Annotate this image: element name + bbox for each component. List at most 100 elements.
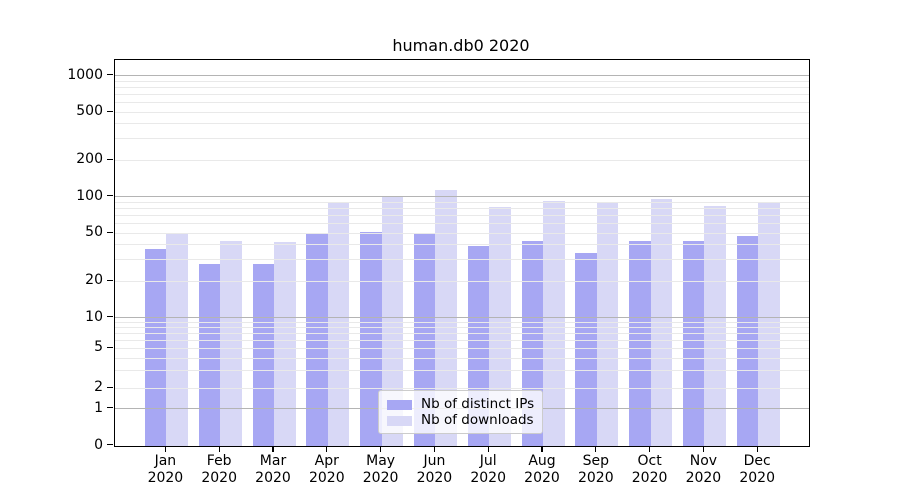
bar-sep-downloads: [596, 202, 619, 446]
y-tick-label-100: 100: [76, 187, 103, 204]
bar-dec-downloads: [758, 201, 780, 446]
y-tick-10: [107, 316, 113, 318]
gridline-600: [115, 102, 809, 104]
gridline-20: [115, 280, 809, 282]
y-tick-1000: [107, 74, 113, 76]
gridline-100: [115, 195, 809, 198]
gridline-700: [115, 93, 809, 95]
x-tick-may: [380, 446, 382, 452]
legend-item-downloads: Nb of downloads: [387, 413, 534, 428]
legend-item-distinct-ips: Nb of distinct IPs: [387, 397, 534, 412]
gridline-900: [115, 80, 809, 82]
gridline-200: [115, 159, 809, 161]
x-tick-label-apr-2020: Apr 2020: [308, 453, 345, 486]
gridline-500: [115, 111, 809, 113]
y-tick-label-0: 0: [94, 436, 103, 453]
gridline-300: [115, 138, 809, 140]
x-tick-oct: [649, 446, 651, 452]
chart-title: human.db0 2020: [392, 36, 530, 55]
y-tick-200: [107, 158, 113, 160]
x-tick-feb: [218, 446, 220, 452]
y-tick-label-1000: 1000: [67, 66, 103, 83]
bar-may-downloads: [381, 195, 404, 446]
legend-swatch-downloads: [387, 415, 412, 426]
plot-area: [114, 59, 810, 447]
x-tick-mar: [272, 446, 274, 452]
bar-jul-downloads: [489, 206, 511, 446]
x-tick-label-aug-2020: Aug 2020: [524, 453, 560, 486]
x-tick-apr: [326, 446, 328, 452]
gridline-9: [115, 321, 809, 323]
x-tick-jul: [487, 446, 489, 452]
y-tick-50: [107, 231, 113, 233]
bar-mar-downloads: [274, 242, 296, 446]
gridline-60: [115, 223, 809, 225]
gridline-1000: [115, 74, 809, 77]
bar-oct-distinct-ips: [629, 241, 651, 446]
x-tick-label-jun-2020: Jun 2020: [416, 453, 453, 486]
x-tick-label-mar-2020: Mar 2020: [255, 453, 291, 486]
bar-sep-distinct-ips: [575, 253, 597, 446]
y-tick-label-200: 200: [76, 151, 103, 168]
gridline-80: [115, 207, 809, 209]
gridline-7: [115, 332, 809, 334]
y-tick-label-10: 10: [85, 308, 103, 325]
gridline-4: [115, 357, 809, 359]
bar-jan-distinct-ips: [144, 248, 167, 446]
x-tick-aug: [541, 446, 543, 452]
bar-feb-downloads: [220, 241, 242, 446]
gridline-5: [115, 347, 809, 349]
gridline-6: [115, 339, 809, 341]
x-tick-label-jul-2020: Jul 2020: [470, 453, 506, 486]
gridline-30: [115, 259, 809, 261]
x-tick-label-oct-2020: Oct 2020: [631, 453, 668, 486]
bar-nov-distinct-ips: [682, 241, 705, 446]
y-tick-label-500: 500: [76, 103, 103, 120]
legend-label-distinct-ips: Nb of distinct IPs: [421, 396, 535, 412]
y-tick-1: [107, 407, 113, 409]
gridline-50: [115, 232, 809, 234]
y-tick-5: [107, 346, 113, 348]
x-tick-jan: [164, 446, 166, 452]
x-tick-jun: [433, 446, 435, 452]
gridline-8: [115, 327, 809, 329]
y-tick-2: [107, 386, 113, 388]
x-tick-label-dec-2020: Dec 2020: [739, 453, 775, 486]
bar-jan-downloads: [166, 233, 188, 446]
y-tick-label-20: 20: [85, 272, 103, 289]
gridline-3: [115, 370, 809, 372]
x-tick-label-feb-2020: Feb 2020: [201, 453, 237, 486]
x-tick-dec: [756, 446, 758, 452]
bar-feb-distinct-ips: [198, 263, 221, 446]
legend: Nb of distinct IPs Nb of downloads: [378, 390, 543, 434]
gridline-70: [115, 214, 809, 216]
y-tick-0: [107, 443, 113, 446]
gridline-800: [115, 86, 809, 88]
bar-dec-distinct-ips: [736, 236, 759, 446]
bar-may-distinct-ips: [360, 232, 382, 446]
x-tick-nov: [702, 446, 704, 452]
bar-nov-downloads: [704, 205, 726, 446]
y-tick-label-1: 1: [94, 399, 103, 416]
legend-label-downloads: Nb of downloads: [421, 412, 534, 428]
y-tick-20: [107, 279, 113, 281]
y-tick-label-2: 2: [94, 379, 103, 396]
gridline-90: [115, 201, 809, 203]
x-tick-sep: [595, 446, 597, 452]
gridline-2: [115, 387, 809, 389]
legend-swatch-distinct-ips: [387, 399, 412, 410]
x-tick-label-jan-2020: Jan 2020: [147, 453, 184, 486]
bar-apr-downloads: [327, 201, 350, 446]
gridline-10: [115, 316, 809, 319]
gridline-40: [115, 244, 809, 246]
y-tick-500: [107, 110, 113, 112]
x-tick-label-may-2020: May 2020: [362, 453, 399, 486]
gridline-400: [115, 123, 809, 125]
x-tick-label-nov-2020: Nov 2020: [685, 453, 722, 486]
bar-aug-downloads: [543, 200, 565, 446]
x-tick-label-sep-2020: Sep 2020: [577, 453, 614, 486]
y-tick-label-50: 50: [85, 224, 103, 241]
y-tick-label-5: 5: [94, 339, 103, 356]
bar-mar-distinct-ips: [252, 263, 274, 446]
